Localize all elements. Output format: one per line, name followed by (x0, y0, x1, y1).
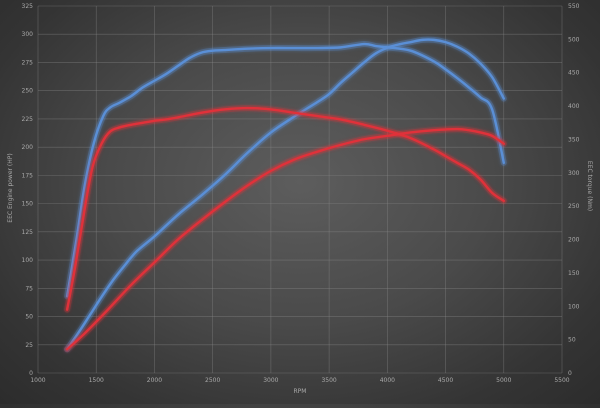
y-tick-label-left: 150 (22, 201, 34, 208)
series-line (65, 38, 505, 351)
y-tick-label-left: 25 (25, 342, 33, 349)
y-tick-label-left: 0 (29, 370, 33, 377)
y-tick-label-right: 400 (568, 103, 580, 110)
y-tick-label-left: 300 (22, 31, 34, 38)
y-tick-label-right: 450 (568, 70, 580, 77)
y-tick-label-right: 500 (568, 36, 580, 43)
y-tick-label-left: 75 (25, 285, 33, 292)
x-tick-label: 1500 (89, 377, 104, 384)
y-tick-label-left: 125 (22, 229, 34, 236)
x-tick-label: 3500 (321, 377, 336, 384)
series-tuned-left (64, 36, 507, 353)
series-line (65, 106, 505, 311)
x-tick-label: 5500 (554, 377, 569, 384)
x-tick-label: 4500 (438, 377, 453, 384)
series-line (65, 42, 505, 298)
x-tick-label: 4000 (380, 377, 395, 384)
x-tick-label: 1000 (30, 377, 45, 384)
y-tick-label-left: 100 (22, 257, 34, 264)
y-tick-label-right: 300 (568, 170, 580, 177)
series-glow (64, 36, 507, 353)
x-tick-label: 2000 (147, 377, 162, 384)
series-tuned-right (64, 41, 507, 300)
series (64, 36, 507, 353)
series-line (65, 127, 505, 351)
x-tick-label: 5000 (496, 377, 511, 384)
y-tick-label-right: 50 (568, 337, 576, 344)
grid (37, 5, 563, 374)
y-tick-label-left: 275 (22, 59, 34, 66)
y-tick-label-right: 350 (568, 136, 580, 143)
y-axis-label-left: EEC Engine power (HP) (7, 153, 14, 222)
y-tick-label-right: 200 (568, 237, 580, 244)
series-stock-right (64, 105, 507, 313)
y-tick-label-left: 175 (22, 172, 34, 179)
y-tick-label-right: 150 (568, 270, 580, 277)
x-tick-label: 3000 (263, 377, 278, 384)
series-stock-left (64, 126, 507, 353)
y-tick-label-right: 550 (568, 3, 580, 10)
y-axis-label-right: EEC torque (Nm) (586, 161, 593, 211)
x-axis-label: RPM (294, 388, 307, 395)
y-tick-label-left: 250 (22, 88, 34, 95)
y-tick-label-right: 0 (568, 370, 572, 377)
tick-labels: 1000 1500 2000 2500 3000 3500 4000 4500 5000 5500… (22, 3, 580, 384)
y-tick-label-left: 325 (22, 3, 34, 10)
x-tick-label: 2500 (205, 377, 220, 384)
y-tick-label-right: 250 (568, 203, 580, 210)
y-tick-label-left: 225 (22, 116, 34, 123)
y-tick-label-left: 200 (22, 144, 34, 151)
y-tick-label-left: 50 (25, 314, 33, 321)
y-tick-label-right: 100 (568, 303, 580, 310)
